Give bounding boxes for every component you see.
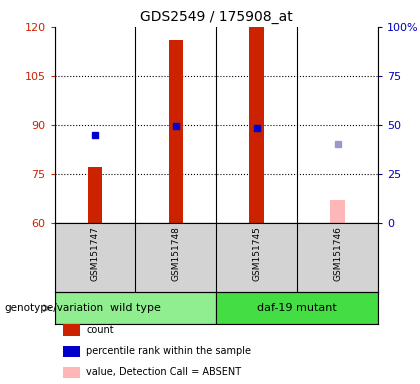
Text: GSM151745: GSM151745 [252, 226, 261, 281]
Text: count: count [86, 325, 114, 335]
Text: GSM151746: GSM151746 [333, 226, 342, 281]
Text: GSM151748: GSM151748 [171, 226, 180, 281]
Text: daf-19 mutant: daf-19 mutant [257, 303, 337, 313]
Text: wild type: wild type [110, 303, 161, 313]
Bar [249, 27, 264, 223]
Text: GSM151747: GSM151747 [91, 226, 100, 281]
Bar [55, 292, 216, 324]
Bar [88, 167, 102, 223]
Bar [216, 292, 378, 324]
Text: genotype/variation: genotype/variation [4, 303, 103, 313]
Text: percentile rank within the sample: percentile rank within the sample [86, 346, 251, 356]
Bar [168, 40, 183, 223]
Title: GDS2549 / 175908_at: GDS2549 / 175908_at [140, 10, 293, 25]
Bar [330, 200, 345, 223]
Text: value, Detection Call = ABSENT: value, Detection Call = ABSENT [86, 367, 241, 377]
